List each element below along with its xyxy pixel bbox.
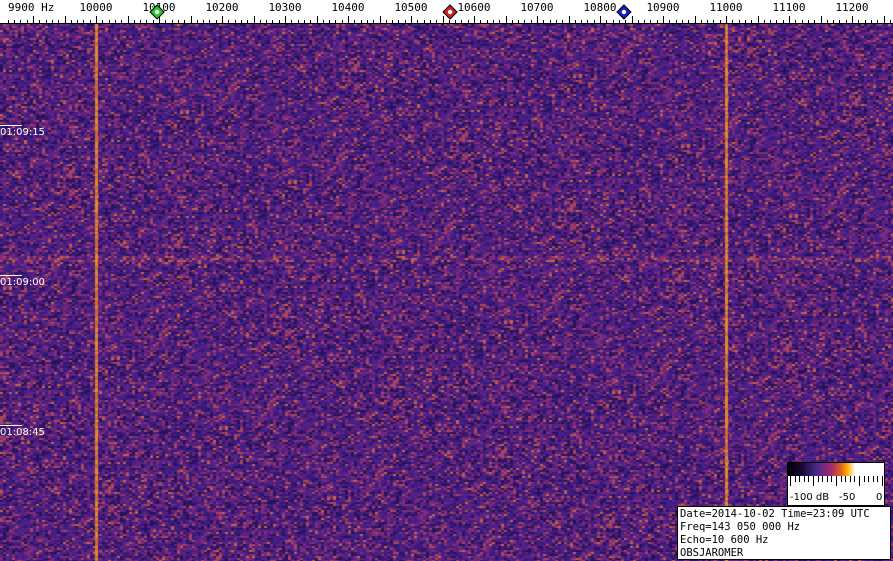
waterfall-display bbox=[0, 24, 893, 561]
scale-label-mid: -50 bbox=[839, 492, 856, 503]
axis-tick-label: 10700 bbox=[520, 1, 553, 14]
time-label: 01:08:45 bbox=[0, 425, 45, 438]
time-label: 01:09:15 bbox=[0, 125, 45, 138]
info-observer: OBSJAROMER bbox=[680, 547, 744, 559]
frequency-axis: 9900 Hz100001010010200103001040010500106… bbox=[0, 0, 893, 24]
scale-label-min: -100 dB bbox=[790, 492, 830, 503]
color-gradient bbox=[788, 463, 884, 476]
frequency-marker[interactable] bbox=[149, 4, 165, 20]
color-scale-legend: -100 dB -50 0 bbox=[787, 462, 885, 506]
axis-tick-label: 11100 bbox=[772, 1, 805, 14]
info-date-time: Date=2014-10-02 Time=23:09 UTC bbox=[680, 508, 870, 520]
axis-tick-label: 10800 bbox=[583, 1, 616, 14]
frequency-marker[interactable] bbox=[442, 4, 458, 20]
info-echo: Echo=10 600 Hz bbox=[680, 534, 769, 546]
marker-dot-icon bbox=[447, 9, 453, 15]
axis-tick-label: 10500 bbox=[394, 1, 427, 14]
scale-label-max: 0 bbox=[876, 492, 883, 503]
marker-dot-icon bbox=[154, 9, 160, 15]
frequency-marker[interactable] bbox=[616, 4, 632, 20]
axis-tick-label: 10300 bbox=[268, 1, 301, 14]
axis-tick-label: 11200 bbox=[835, 1, 868, 14]
axis-tick-label: 10900 bbox=[646, 1, 679, 14]
axis-tick-label: 10600 bbox=[457, 1, 490, 14]
axis-tick-label: 9900 Hz bbox=[8, 1, 54, 14]
axis-tick-label: 10200 bbox=[205, 1, 238, 14]
marker-dot-icon bbox=[621, 9, 627, 15]
axis-tick-label: 10000 bbox=[79, 1, 112, 14]
time-label: 01:09:00 bbox=[0, 275, 45, 288]
info-box: Date=2014-10-02 Time=23:09 UTC Freq=143 … bbox=[677, 506, 891, 560]
axis-tick-label: 10400 bbox=[331, 1, 364, 14]
axis-tick-label: 11000 bbox=[709, 1, 742, 14]
info-frequency: Freq=143 050 000 Hz bbox=[680, 521, 801, 533]
color-scale-ticks bbox=[790, 476, 883, 486]
